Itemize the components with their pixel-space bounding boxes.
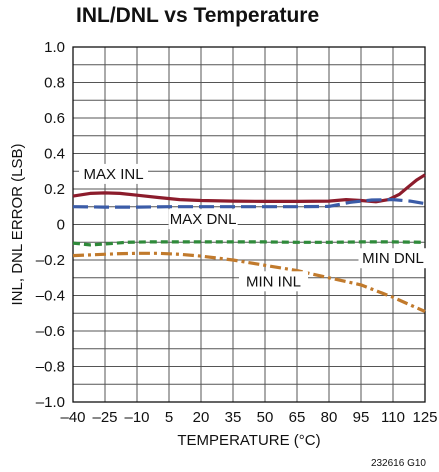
y-tick-label: 0.4	[44, 146, 65, 163]
x-tick-label: 110	[381, 409, 405, 426]
x-tick-label: 80	[321, 409, 338, 426]
y-tick-label: 0	[57, 217, 65, 234]
x-tick-label: –25	[92, 409, 117, 426]
series-line-min-inl	[72, 251, 426, 313]
series-label-bg	[79, 163, 149, 184]
plot-frame	[72, 46, 426, 403]
x-tick-label: –40	[60, 409, 85, 426]
series-label: MAX INL	[84, 166, 144, 183]
series-line-max-dnl	[72, 198, 426, 209]
x-tick-label: 125	[412, 409, 437, 426]
chart-title: INL/DNL vs Temperature	[76, 4, 320, 27]
x-tick-label: 50	[257, 409, 274, 426]
series-label: MIN DNL	[362, 250, 424, 267]
y-tick-label: –0.2	[36, 252, 65, 269]
series-label: MAX DNL	[170, 211, 237, 228]
y-tick-label: –1.0	[36, 394, 65, 411]
y-tick-label: –0.8	[36, 359, 65, 376]
x-axis-label: TEMPERATURE (°C)	[177, 432, 320, 449]
x-tick-label: 95	[353, 409, 370, 426]
series-label: MIN INL	[246, 273, 301, 290]
y-tick-label: 0.6	[44, 110, 65, 127]
x-tick-label: 35	[225, 409, 242, 426]
series-line-max-inl	[72, 173, 426, 204]
series-label-bg	[358, 248, 428, 269]
y-tick-label: –0.4	[36, 288, 65, 305]
x-tick-label: 20	[193, 409, 210, 426]
y-axis-label: INL, DNL ERROR (LSB)	[9, 144, 26, 306]
series-label-bg	[239, 271, 309, 292]
series-line-min-dnl	[72, 240, 426, 247]
x-tick-label: 65	[289, 409, 306, 426]
y-tick-label: 1.0	[44, 39, 65, 56]
y-tick-label: –0.6	[36, 323, 65, 340]
y-tick-label: 0.2	[44, 181, 65, 198]
x-tick-label: 5	[165, 409, 173, 426]
series-label-bg	[168, 209, 238, 230]
x-tick-label: –10	[124, 409, 149, 426]
y-tick-label: 0.8	[44, 75, 65, 92]
figure-code: 232616 G10	[371, 458, 426, 469]
